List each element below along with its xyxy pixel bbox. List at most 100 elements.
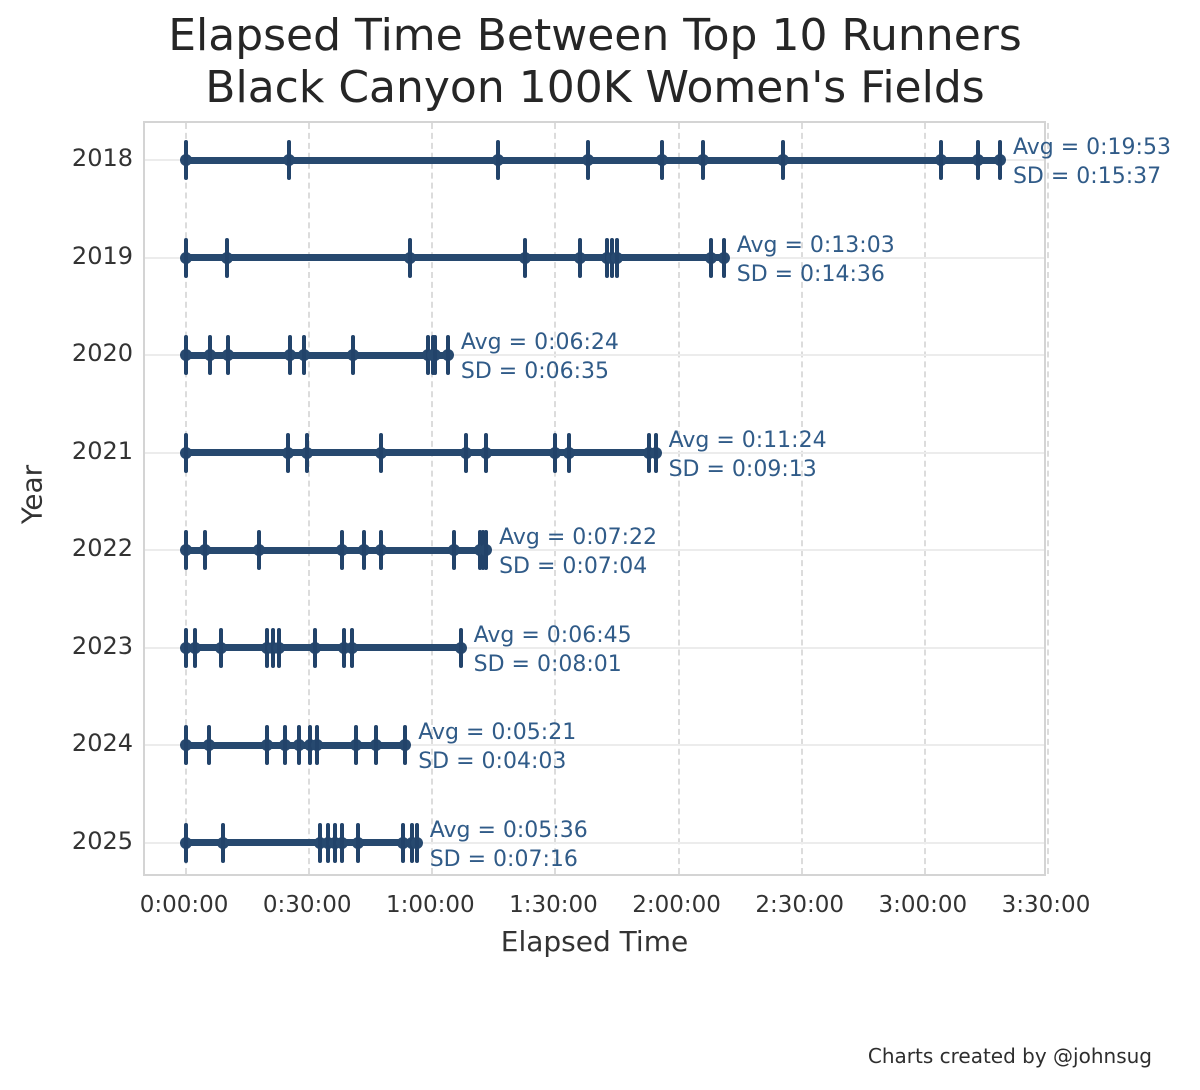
runner-mark-tick (326, 822, 331, 863)
runner-mark-tick (523, 237, 528, 278)
runner-mark-tick (378, 530, 383, 570)
runner-mark-tick (997, 140, 1002, 180)
runner-mark-tick (709, 237, 714, 278)
runner-mark-tick (308, 725, 312, 765)
y-tick-label-year: 2022 (71, 534, 133, 562)
sd-annotation-line: SD = 0:07:16 (429, 846, 578, 872)
runner-mark-tick (350, 627, 355, 668)
avg-sd-annotation: Avg = 0:05:36 SD = 0:07:16 (430, 816, 588, 874)
elapsed-range-line (186, 644, 461, 651)
runner-mark-tick (286, 140, 291, 180)
sd-annotation-line: SD = 0:07:04 (499, 554, 648, 579)
runner-mark-tick (184, 530, 189, 570)
y-tick-label-year: 2024 (71, 729, 133, 757)
runner-mark-tick (282, 725, 287, 765)
runner-mark-tick (221, 822, 226, 863)
avg-annotation-line: Avg = 0:05:36 (429, 817, 588, 843)
runner-mark-tick (206, 725, 211, 765)
runner-mark-tick (288, 335, 293, 375)
avg-annotation-line: Avg = 0:11:24 (668, 427, 827, 453)
chart-title-line2: Black Canyon 100K Women's Fields (205, 62, 985, 113)
y-tick-label-year: 2023 (71, 631, 133, 660)
runner-mark-tick (355, 822, 360, 863)
avg-sd-annotation: Avg = 0:06:24 SD = 0:06:35 (461, 328, 619, 386)
runner-mark-tick (452, 530, 457, 570)
vertical-gridline (185, 123, 188, 874)
elapsed-range-line (186, 839, 417, 846)
runner-mark-tick (484, 530, 489, 570)
vertical-gridline (308, 123, 311, 874)
horizontal-gridline (145, 549, 1044, 551)
avg-sd-annotation: Avg = 0:06:45 SD = 0:08:01 (474, 621, 632, 679)
sd-annotation-line: SD = 0:06:35 (460, 359, 610, 384)
y-tick-label-year: 2019 (71, 241, 133, 270)
runner-mark-tick (378, 432, 383, 473)
avg-annotation-line: Avg = 0:13:03 (736, 232, 895, 258)
x-tick-label: 3:00:00 (878, 892, 968, 918)
runner-mark-tick (374, 725, 379, 765)
elapsed-range-line (186, 351, 448, 359)
avg-annotation-line: Avg = 0:19:53 (1012, 135, 1171, 160)
horizontal-gridline (145, 646, 1044, 649)
runner-mark-tick (342, 627, 347, 668)
avg-sd-annotation: Avg = 0:11:24 SD = 0:09:13 (669, 426, 827, 484)
runner-mark-tick (184, 335, 189, 375)
runner-mark-tick (184, 140, 189, 180)
runner-mark-tick (225, 237, 230, 278)
runner-mark-tick (578, 237, 583, 278)
runner-mark-tick (340, 530, 345, 570)
x-tick-label: 3:30:00 (1001, 892, 1091, 918)
runner-mark-tick (314, 725, 319, 765)
chart-title-line1: Elapsed Time Between Top 10 Runners (168, 10, 1022, 61)
x-axis-title: Elapsed Time (500, 925, 689, 958)
vertical-gridline (677, 123, 680, 874)
runner-mark-tick (976, 140, 981, 180)
runner-mark-tick (333, 822, 338, 863)
runner-mark-tick (495, 140, 500, 180)
y-axis-title: Year (15, 464, 49, 525)
runner-mark-tick (414, 822, 419, 863)
x-tick-label: 1:30:00 (509, 892, 598, 918)
x-tick-label: 0:00:00 (139, 892, 229, 918)
runner-mark-tick (432, 335, 437, 375)
runner-mark-tick (458, 627, 463, 668)
y-tick-label-year: 2025 (71, 826, 133, 855)
runner-mark-tick (353, 725, 358, 765)
x-tick-label: 2:30:00 (755, 892, 845, 918)
runner-mark-tick (317, 822, 322, 863)
runner-mark-tick (781, 140, 786, 180)
avg-annotation-line: Avg = 0:07:22 (499, 525, 658, 550)
runner-mark-tick (297, 725, 302, 765)
runner-mark-tick (184, 432, 189, 473)
horizontal-gridline (145, 841, 1044, 844)
runner-mark-tick (285, 432, 290, 473)
plot-area: Avg = 0:19:53 SD = 0:15:37 Avg = 0:13:03 SD… (143, 121, 1171, 876)
avg-sd-annotation: Avg = 0:13:03 SD = 0:14:36 (737, 231, 895, 289)
runner-mark-tick (219, 627, 224, 668)
sd-annotation-line: SD = 0:09:13 (668, 456, 817, 482)
runner-mark-tick (586, 140, 591, 180)
runner-mark-tick (361, 530, 366, 570)
x-tick-label: 0:30:00 (262, 892, 352, 918)
runner-mark-tick (184, 627, 189, 668)
runner-mark-tick (184, 725, 189, 765)
runner-mark-tick (445, 335, 450, 375)
runner-mark-tick (304, 432, 309, 473)
y-tick-label-year: 2021 (71, 436, 133, 465)
vertical-gridline (800, 123, 803, 874)
runner-mark-tick (484, 432, 489, 473)
runner-mark-tick (312, 627, 317, 668)
runner-mark-tick (567, 432, 572, 473)
runner-mark-tick (939, 140, 944, 180)
runner-mark-tick (276, 627, 281, 668)
x-tick-label: 1:00:00 (385, 892, 475, 918)
runner-mark-tick (721, 237, 726, 278)
runner-mark-tick (184, 237, 189, 278)
elapsed-range-line (186, 449, 656, 456)
credit-text: Charts created by @johnsug (867, 1044, 1152, 1068)
runner-mark-tick (340, 822, 345, 863)
sd-annotation-line: SD = 0:08:01 (473, 651, 622, 677)
runner-mark-tick (351, 335, 356, 375)
y-tick-label-year: 2018 (71, 144, 133, 172)
